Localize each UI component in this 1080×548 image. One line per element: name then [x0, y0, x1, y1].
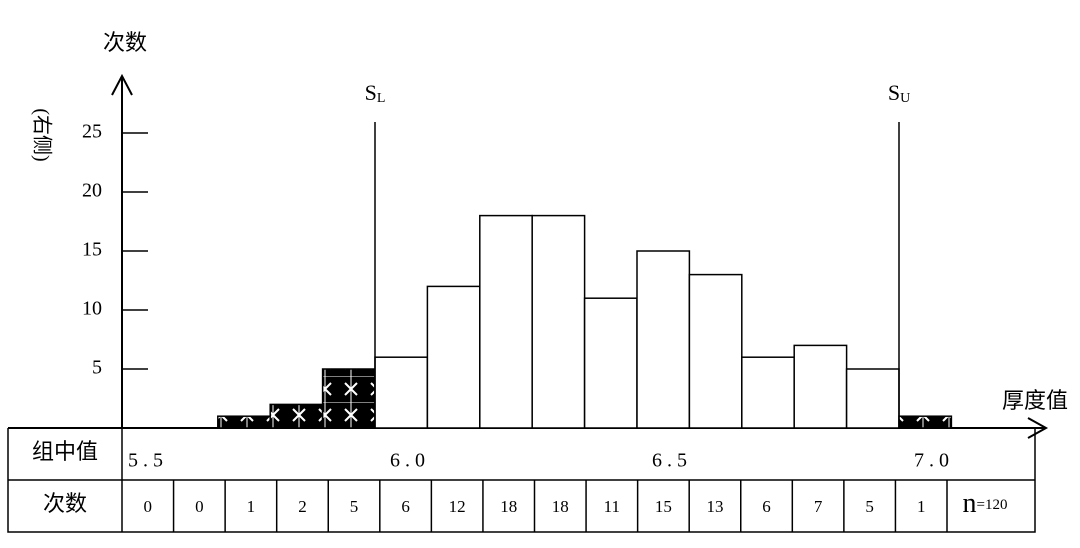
- total-cell: n=120: [963, 488, 1008, 519]
- bar: [741, 356, 795, 429]
- y-tick-label: 10: [82, 298, 102, 320]
- count-cell: 5: [865, 497, 874, 516]
- bar: [688, 273, 743, 429]
- count-cell: 11: [604, 497, 620, 516]
- y-tick-label: 15: [82, 239, 102, 261]
- y-tick-label: 5: [92, 357, 102, 379]
- bar: [793, 344, 848, 429]
- table-frame: [7, 428, 1036, 533]
- count-cell: 1: [247, 497, 256, 516]
- bar: [898, 415, 953, 429]
- count-cell: 2: [298, 497, 307, 516]
- spec-subscript: L: [377, 91, 386, 106]
- count-cell: 18: [500, 497, 517, 516]
- total-text: =120: [977, 497, 1008, 513]
- x-tick-label: 5.5: [128, 450, 168, 472]
- spec-limit-label: SU: [888, 80, 910, 106]
- y-tick-label: 20: [82, 180, 102, 202]
- bar: [321, 368, 376, 429]
- count-cell: 6: [762, 497, 771, 516]
- bar: [426, 285, 481, 429]
- bar: [845, 368, 900, 429]
- y-axis: [111, 73, 133, 428]
- bar: [269, 403, 324, 429]
- x-tick-label: 6.0: [390, 450, 430, 472]
- spec-subscript: U: [900, 91, 910, 106]
- count-cell: 0: [195, 497, 204, 516]
- bar: [583, 297, 638, 429]
- spec-limit-label: SL: [365, 80, 386, 106]
- count-cell: 6: [401, 497, 410, 516]
- spec-symbol: S: [888, 80, 900, 105]
- count-cell: 0: [144, 497, 153, 516]
- count-cell: 5: [350, 497, 359, 516]
- row-label: 组中值: [32, 439, 98, 464]
- x-tick-label: 7.0: [914, 450, 954, 472]
- count-cell: 15: [655, 497, 672, 516]
- count-cell: 7: [814, 497, 823, 516]
- count-cell: 13: [706, 497, 723, 516]
- bar: [217, 415, 271, 429]
- total-symbol: n: [963, 488, 977, 519]
- count-cell: 1: [917, 497, 926, 516]
- y-axis-label: 次数: [103, 30, 147, 55]
- x-axis-label: 厚度值: [1002, 388, 1068, 413]
- bar: [636, 250, 691, 429]
- row-label: 次数: [43, 491, 87, 516]
- bar: [531, 214, 586, 429]
- x-tick-label: 6.5: [652, 450, 692, 472]
- count-cell: 12: [449, 497, 466, 516]
- bar: [374, 356, 429, 429]
- bar: [479, 214, 533, 429]
- count-cell: 18: [552, 497, 569, 516]
- spec-symbol: S: [365, 80, 377, 105]
- y-tick-label: 25: [82, 121, 102, 143]
- y-axis-side-label: (右侧): [30, 108, 53, 161]
